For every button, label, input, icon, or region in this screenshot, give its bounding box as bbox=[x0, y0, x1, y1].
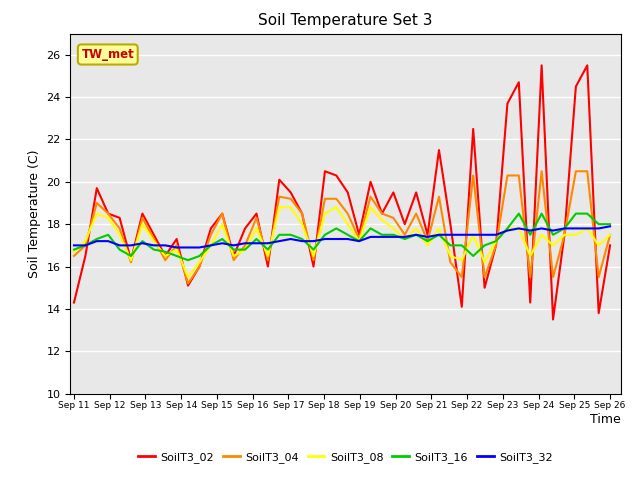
Y-axis label: Soil Temperature (C): Soil Temperature (C) bbox=[28, 149, 41, 278]
Title: Soil Temperature Set 3: Soil Temperature Set 3 bbox=[259, 13, 433, 28]
Legend: SoilT3_02, SoilT3_04, SoilT3_08, SoilT3_16, SoilT3_32: SoilT3_02, SoilT3_04, SoilT3_08, SoilT3_… bbox=[134, 447, 557, 467]
Text: TW_met: TW_met bbox=[81, 48, 134, 61]
X-axis label: Time: Time bbox=[590, 413, 621, 426]
